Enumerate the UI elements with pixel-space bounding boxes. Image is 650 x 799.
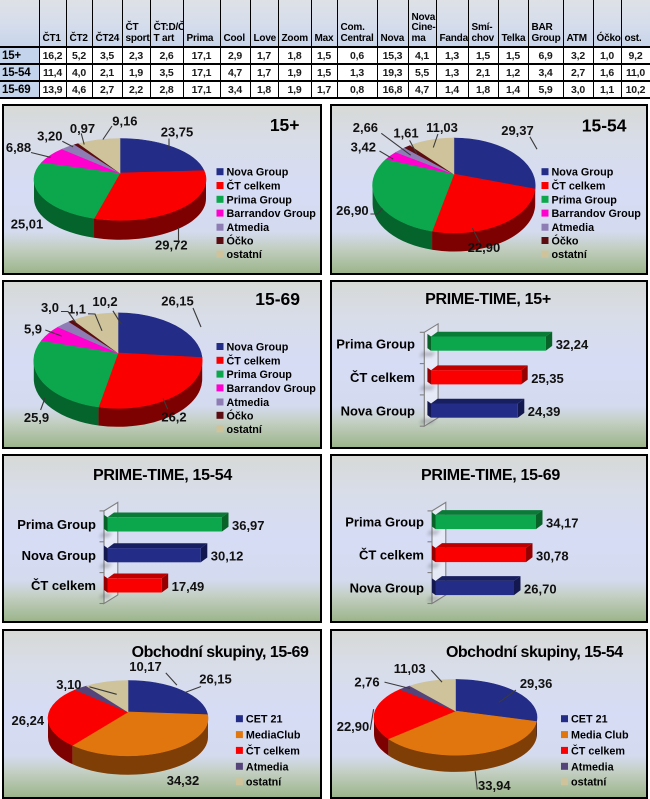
svg-text:Óčko: Óčko xyxy=(552,235,579,248)
svg-text:ČT celkem: ČT celkem xyxy=(552,180,606,193)
svg-text:Nova Group: Nova Group xyxy=(22,548,96,563)
svg-text:30,12: 30,12 xyxy=(211,549,244,564)
svg-text:ostatní: ostatní xyxy=(571,777,607,789)
svg-text:26,15: 26,15 xyxy=(199,672,232,687)
svg-text:1,1: 1,1 xyxy=(68,301,86,316)
svg-text:Prima Group: Prima Group xyxy=(336,336,415,351)
svg-text:30,78: 30,78 xyxy=(536,549,569,564)
svg-text:PRIME-TIME, 15+: PRIME-TIME, 15+ xyxy=(425,291,551,308)
svg-text:3,0: 3,0 xyxy=(41,300,59,315)
svg-text:ČT celkem: ČT celkem xyxy=(571,744,625,757)
svg-text:Nova Group: Nova Group xyxy=(350,581,424,596)
svg-text:ostatní: ostatní xyxy=(227,249,263,261)
svg-text:Atmedia: Atmedia xyxy=(571,761,615,773)
svg-text:3,42: 3,42 xyxy=(351,140,376,155)
svg-text:CET 21: CET 21 xyxy=(571,714,608,726)
svg-text:25,9: 25,9 xyxy=(24,410,49,425)
svg-text:Nova Group: Nova Group xyxy=(341,403,415,418)
svg-text:11,03: 11,03 xyxy=(394,661,426,676)
svg-text:Óčko: Óčko xyxy=(227,409,254,422)
svg-text:Barrandov Group: Barrandov Group xyxy=(227,208,317,220)
svg-text:29,37: 29,37 xyxy=(501,123,534,138)
svg-text:6,88: 6,88 xyxy=(6,140,31,155)
svg-text:MediaClub: MediaClub xyxy=(246,730,301,742)
svg-text:Prima Group: Prima Group xyxy=(17,517,96,532)
svg-text:10,17: 10,17 xyxy=(129,659,162,674)
svg-text:29,72: 29,72 xyxy=(155,237,188,252)
svg-text:ČT celkem: ČT celkem xyxy=(227,180,281,193)
svg-text:15-54: 15-54 xyxy=(582,115,627,135)
svg-text:PRIME-TIME, 15-54: PRIME-TIME, 15-54 xyxy=(93,467,232,484)
svg-text:36,97: 36,97 xyxy=(232,518,265,533)
svg-text:Óčko: Óčko xyxy=(227,235,254,248)
svg-text:Barrandov Group: Barrandov Group xyxy=(552,208,642,220)
svg-text:9,16: 9,16 xyxy=(112,114,137,129)
svg-text:Atmedia: Atmedia xyxy=(552,222,596,234)
svg-text:ostatní: ostatní xyxy=(246,777,282,789)
svg-text:ČT celkem: ČT celkem xyxy=(350,370,415,385)
svg-text:26,24: 26,24 xyxy=(12,713,45,728)
svg-text:Prima Group: Prima Group xyxy=(227,194,293,206)
svg-text:22,90: 22,90 xyxy=(468,240,501,255)
svg-text:2,66: 2,66 xyxy=(353,120,378,135)
svg-text:26,2: 26,2 xyxy=(161,410,186,425)
svg-text:ČT celkem: ČT celkem xyxy=(359,548,424,563)
svg-text:24,39: 24,39 xyxy=(528,404,561,419)
svg-text:ČT celkem: ČT celkem xyxy=(246,744,300,757)
svg-text:3,20: 3,20 xyxy=(37,129,62,144)
svg-text:5,9: 5,9 xyxy=(24,322,42,337)
svg-text:Barrandov Group: Barrandov Group xyxy=(227,383,317,395)
svg-text:Atmedia: Atmedia xyxy=(227,222,271,234)
svg-text:Nova Group: Nova Group xyxy=(552,167,614,179)
svg-text:ostatní: ostatní xyxy=(552,249,588,261)
svg-text:33,94: 33,94 xyxy=(478,778,511,793)
svg-text:ČT celkem: ČT celkem xyxy=(227,354,281,367)
svg-text:1,61: 1,61 xyxy=(393,125,418,140)
svg-text:0,97: 0,97 xyxy=(70,121,95,136)
svg-text:23,75: 23,75 xyxy=(161,124,194,139)
svg-text:26,90: 26,90 xyxy=(336,203,369,218)
svg-text:11,03: 11,03 xyxy=(426,120,458,135)
svg-text:Obchodní skupiny, 15-54: Obchodní skupiny, 15-54 xyxy=(446,644,623,661)
svg-text:3,10: 3,10 xyxy=(56,677,81,692)
svg-text:Prima Group: Prima Group xyxy=(552,194,618,206)
svg-text:Atmedia: Atmedia xyxy=(227,397,271,409)
svg-text:15-69: 15-69 xyxy=(255,289,300,309)
svg-text:Atmedia: Atmedia xyxy=(246,761,290,773)
svg-text:Media Club: Media Club xyxy=(571,730,629,742)
svg-text:26,70: 26,70 xyxy=(524,582,557,597)
svg-text:ostatní: ostatní xyxy=(227,424,263,436)
svg-text:PRIME-TIME, 15-69: PRIME-TIME, 15-69 xyxy=(421,467,560,484)
svg-text:10,2: 10,2 xyxy=(92,294,117,309)
svg-text:CET 21: CET 21 xyxy=(246,714,283,726)
svg-text:Obchodní skupiny, 15-69: Obchodní skupiny, 15-69 xyxy=(132,644,309,661)
svg-text:26,15: 26,15 xyxy=(161,294,194,309)
svg-text:2,76: 2,76 xyxy=(354,675,379,690)
svg-text:32,24: 32,24 xyxy=(556,337,589,352)
svg-text:Prima Group: Prima Group xyxy=(345,515,424,530)
svg-text:34,17: 34,17 xyxy=(546,516,579,531)
svg-text:Nova Group: Nova Group xyxy=(227,167,289,179)
svg-text:15+: 15+ xyxy=(270,115,300,135)
svg-text:Nova Group: Nova Group xyxy=(227,342,289,354)
svg-text:34,32: 34,32 xyxy=(167,773,200,788)
svg-text:22,90: 22,90 xyxy=(337,719,370,734)
svg-text:Prima Group: Prima Group xyxy=(227,369,293,381)
svg-text:17,49: 17,49 xyxy=(172,579,205,594)
svg-text:29,36: 29,36 xyxy=(520,676,553,691)
svg-text:25,35: 25,35 xyxy=(531,371,564,386)
svg-text:25,01: 25,01 xyxy=(11,217,44,232)
svg-text:ČT celkem: ČT celkem xyxy=(31,578,96,593)
